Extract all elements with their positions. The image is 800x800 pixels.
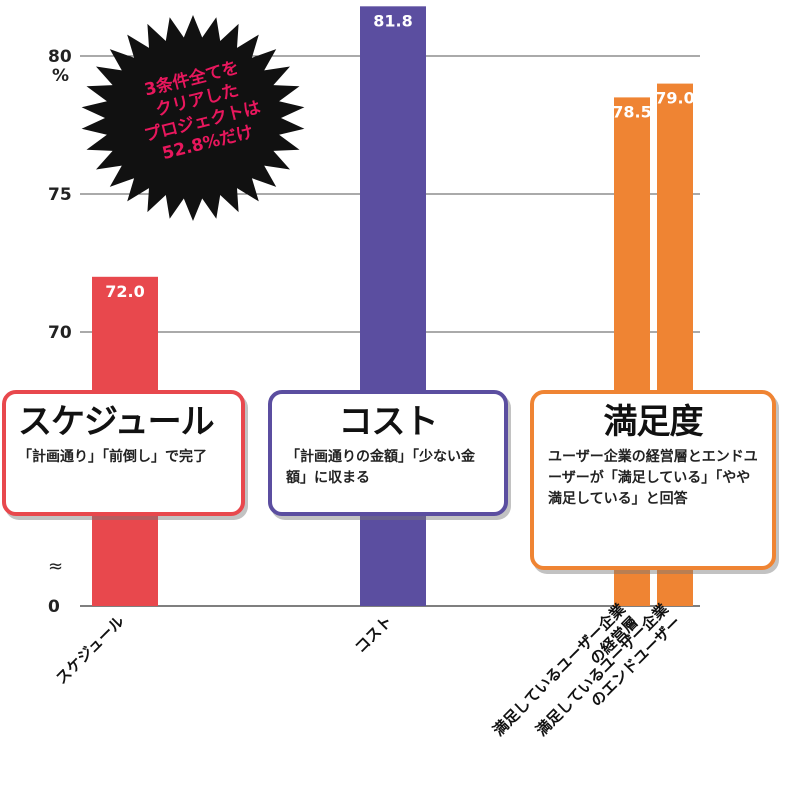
- x-axis-labels: スケジュール コスト 満足しているユーザー企業の経営層満足しているユーザー企業のエン…: [52, 599, 684, 739]
- y-axis: 80% 75 70 0 ≈: [48, 47, 72, 617]
- callout-satisfaction: 満足度 ユーザー企業の経営層とエンドユーザーが「満足している」「やや満足している…: [530, 390, 776, 570]
- callout-cost-desc: 「計画通りの金額」「少ない金額」に収まる: [286, 449, 475, 487]
- data-label: 72.0: [105, 282, 144, 301]
- axis-break-symbol: ≈: [48, 556, 63, 577]
- data-label: 78.5: [612, 102, 651, 121]
- starburst-shape: [81, 15, 305, 221]
- callout-satisfaction-title: 満足度: [603, 402, 704, 442]
- callout-schedule-title: スケジュール: [18, 402, 215, 442]
- callout-schedule: スケジュール 「計画通り」「前倒し」で完了: [2, 390, 245, 516]
- y-tick-label: 0: [48, 597, 60, 617]
- y-tick-label: 75: [48, 185, 72, 205]
- y-tick-label: 80: [48, 47, 72, 67]
- callout-cost: コスト 「計画通りの金額」「少ない金額」に収まる: [268, 390, 508, 516]
- x-tick-label: コスト: [351, 612, 396, 657]
- y-unit-label: %: [52, 66, 69, 86]
- starburst-annotation: 3条件全てをクリアしたプロジェクトは52.8%だけ: [81, 15, 305, 221]
- callout-cost-title: コスト: [338, 402, 439, 442]
- bar-2: [360, 6, 426, 606]
- y-tick-label: 70: [48, 323, 72, 343]
- callout-schedule-desc: 「計画通り」「前倒し」で完了: [18, 449, 207, 466]
- callout-satisfaction-desc: ユーザー企業の経営層とエンドユーザーが「満足している」「やや満足している」と回答: [548, 449, 758, 508]
- data-label: 79.0: [655, 89, 694, 108]
- data-label: 81.8: [373, 11, 412, 30]
- x-tick-label: スケジュール: [52, 612, 128, 688]
